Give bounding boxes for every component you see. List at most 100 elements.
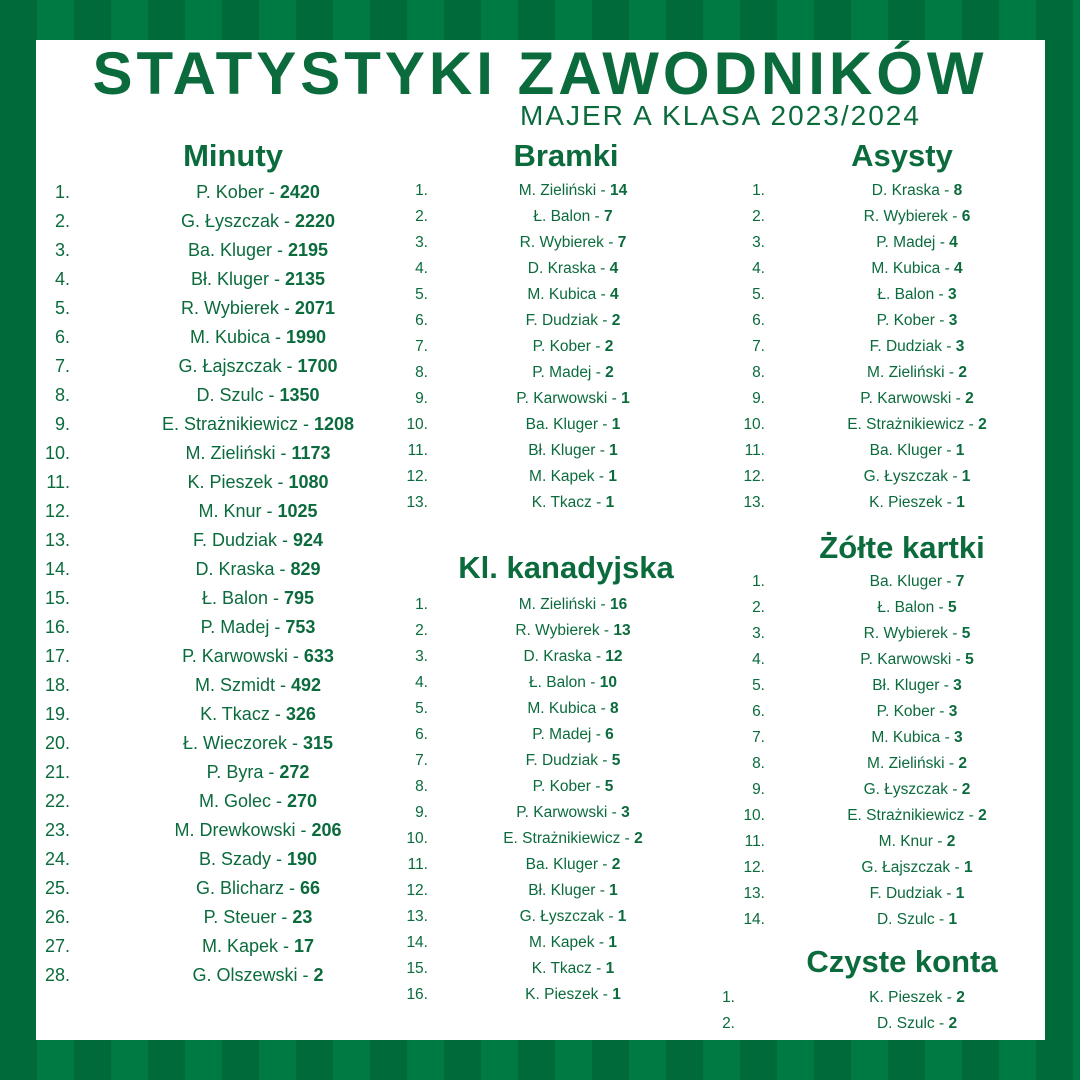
rank-number: 26. bbox=[44, 907, 70, 927]
player-name: D. Kraska bbox=[871, 182, 940, 199]
rank-number: 5. bbox=[752, 286, 765, 303]
player-name: Bł. Kluger bbox=[528, 442, 596, 459]
stat-value: 3 bbox=[948, 312, 958, 329]
player-stat: K. Pieszek - 1080 bbox=[187, 472, 329, 492]
player-name: K. Tkacz bbox=[200, 704, 270, 724]
player-stat: P. Steuer - 23 bbox=[203, 907, 313, 927]
player-stat: P. Madej - 2 bbox=[532, 364, 614, 381]
stat-value: 6 bbox=[605, 726, 614, 743]
stat-value: 2 bbox=[958, 755, 967, 772]
player-name: P. Madej bbox=[876, 234, 936, 251]
section-heading-kanadyjska: Kl. kanadyjska bbox=[458, 550, 674, 585]
stat-value: 492 bbox=[290, 675, 322, 695]
player-stat: K. Tkacz - 326 bbox=[200, 704, 316, 724]
stat-value: 3 bbox=[621, 804, 630, 821]
rank-number: 2. bbox=[415, 208, 428, 225]
player-name: P. Kober bbox=[196, 182, 264, 202]
player-name: Ł. Balon bbox=[533, 208, 591, 225]
player-stat: Ł. Balon - 5 bbox=[877, 599, 957, 616]
page-subtitle: MAJER A KLASA 2023/2024 bbox=[520, 100, 921, 131]
player-stat: P. Madej - 6 bbox=[532, 726, 614, 743]
rank-number: 4. bbox=[415, 674, 428, 691]
rank-number: 21. bbox=[44, 762, 70, 782]
player-name: K. Pieszek bbox=[187, 472, 273, 492]
player-name: F. Dudziak bbox=[192, 530, 277, 550]
content-panel bbox=[36, 40, 1045, 1040]
player-name: E. Strażnikiewicz bbox=[503, 830, 621, 847]
stat-value: 1 bbox=[621, 390, 630, 407]
player-name: D. Kraska bbox=[527, 260, 596, 277]
stat-value: 1 bbox=[963, 859, 973, 876]
player-name: G. Blicharz bbox=[195, 878, 284, 898]
stat-value: 7 bbox=[955, 573, 965, 590]
player-stat: K. Pieszek - 1 bbox=[869, 494, 965, 511]
player-name: P. Karwowski bbox=[516, 390, 608, 407]
stat-value: 2 bbox=[961, 781, 971, 798]
stat-value: 2420 bbox=[279, 182, 320, 202]
player-stat: Ba. Kluger - 7 bbox=[869, 573, 965, 590]
rank-number: 9. bbox=[752, 781, 765, 798]
rank-number: 11. bbox=[744, 833, 765, 850]
stat-value: 3 bbox=[948, 286, 957, 303]
player-name: D. Kraska bbox=[195, 559, 275, 579]
rank-number: 24. bbox=[44, 849, 70, 869]
player-stat: Ba. Kluger - 1 bbox=[525, 416, 621, 433]
rank-number: 13. bbox=[44, 530, 70, 550]
rank-number: 8. bbox=[415, 778, 428, 795]
player-stat: F. Dudziak - 2 bbox=[525, 312, 621, 329]
stat-value: 10 bbox=[599, 674, 617, 691]
player-stat: G. Łyszczak - 2220 bbox=[180, 211, 336, 231]
player-name: M. Kubica bbox=[871, 260, 941, 277]
player-name: D. Szulc bbox=[876, 911, 935, 928]
stat-value: 5 bbox=[961, 625, 971, 642]
stat-value: 1700 bbox=[297, 356, 338, 376]
stat-value: 4 bbox=[949, 234, 958, 251]
player-stat: M. Kubica - 3 bbox=[871, 729, 963, 746]
player-name: Ł. Balon bbox=[877, 286, 935, 303]
rank-number: 8. bbox=[752, 755, 765, 772]
player-name: G. Łyszczak bbox=[863, 781, 949, 798]
player-name: P. Madej bbox=[532, 726, 592, 743]
player-stat: E. Strażnikiewicz - 2 bbox=[847, 807, 987, 824]
stat-value: 1 bbox=[609, 442, 618, 459]
player-stat: Ba. Kluger - 2195 bbox=[187, 240, 329, 260]
rank-number: 1. bbox=[415, 182, 428, 199]
stat-value: 2 bbox=[978, 807, 987, 824]
rank-number: 10. bbox=[44, 443, 70, 463]
rank-number: 6. bbox=[54, 327, 70, 347]
rank-number: 10. bbox=[743, 807, 765, 824]
stat-value: 3 bbox=[954, 729, 963, 746]
player-name: K. Pieszek bbox=[525, 986, 599, 1003]
player-stat: P. Karwowski - 1 bbox=[516, 390, 630, 407]
player-name: E. Strażnikiewicz bbox=[161, 414, 298, 434]
stat-value: 1 bbox=[612, 986, 621, 1003]
rank-number: 13. bbox=[743, 494, 765, 511]
rank-number: 19. bbox=[44, 704, 70, 724]
stat-value: 3 bbox=[955, 338, 965, 355]
stat-value: 2135 bbox=[285, 269, 326, 289]
rank-number: 12. bbox=[406, 468, 428, 485]
stat-value: 2 bbox=[965, 390, 974, 407]
stat-value: 1 bbox=[955, 885, 965, 902]
rank-number: 5. bbox=[54, 298, 70, 318]
stat-value: 5 bbox=[965, 651, 974, 668]
player-stat: F. Dudziak - 1 bbox=[869, 885, 965, 902]
player-name: D. Szulc bbox=[196, 385, 264, 405]
player-stat: M. Zieliński - 2 bbox=[867, 364, 967, 381]
player-name: Ba. Kluger bbox=[187, 240, 273, 260]
rank-number: 28. bbox=[44, 965, 70, 985]
player-name: P. Steuer bbox=[203, 907, 277, 927]
player-name: M. Kapek bbox=[529, 934, 595, 951]
player-name: P. Madej bbox=[200, 617, 270, 637]
player-stat: Bł. Kluger - 1 bbox=[528, 442, 618, 459]
player-stat: G. Blicharz - 66 bbox=[195, 878, 321, 898]
rank-number: 2. bbox=[752, 208, 765, 225]
player-stat: M. Kapek - 1 bbox=[529, 468, 617, 485]
player-name: M. Kubica bbox=[189, 327, 270, 347]
stat-value: 13 bbox=[613, 622, 631, 639]
player-stat: E. Strażnikiewicz - 2 bbox=[847, 416, 987, 433]
player-stat: M. Drewkowski - 206 bbox=[174, 820, 342, 840]
player-name: M. Golec bbox=[198, 791, 271, 811]
stat-value: 2071 bbox=[294, 298, 335, 318]
rank-number: 4. bbox=[752, 651, 765, 668]
